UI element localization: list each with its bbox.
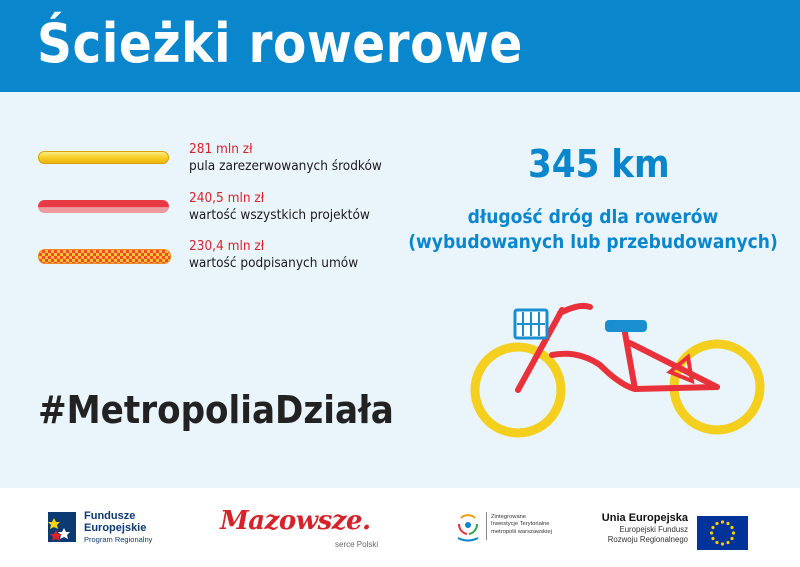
- legend-desc-contracts: wartość podpisanych umów: [189, 255, 359, 271]
- legend-bar-reserved: [38, 151, 169, 164]
- ue-line2: Europejski Fundusz: [619, 525, 688, 534]
- zit-line2: Inwestycje Terytorialne: [491, 521, 550, 528]
- eu-star-icon: [711, 525, 715, 530]
- ue-line1: Unia Europejska: [601, 512, 688, 524]
- legend-bar-projects: [38, 200, 169, 213]
- eu-star-icon: [730, 536, 734, 541]
- fe-line3: Program Regionalny: [84, 535, 153, 544]
- eu-star-icon: [711, 536, 715, 541]
- eu-star-icon: [720, 542, 725, 546]
- eu-star-icon: [715, 540, 719, 545]
- basket-icon: [513, 308, 549, 340]
- eu-star-icon: [730, 525, 734, 530]
- fundusze-europejskie-text: Fundusze Europejskie Program Regionalny: [84, 510, 152, 545]
- eu-star-icon: [726, 540, 730, 545]
- legend-value-reserved: 281 mln zł: [189, 141, 253, 157]
- length-desc-line2: (wybudowanych lub przebudowanych): [408, 231, 778, 253]
- zit-line3: metropolii warszawskiej: [491, 528, 552, 535]
- length-value: 345 km: [528, 142, 670, 186]
- ue-line3: Rozwoju Regionalnego: [607, 535, 688, 544]
- zit-divider: [486, 512, 487, 540]
- eu-star-icon: [709, 531, 714, 535]
- zit-line1: Zintegrowane: [491, 514, 527, 520]
- fundusze-europejskie-logo: [48, 512, 76, 542]
- zit-text: Zintegrowane Inwestycje Terytorialne met…: [491, 514, 552, 536]
- fe-line2: Europejskie: [84, 522, 147, 534]
- hashtag: #MetropoliaDziała: [38, 388, 394, 432]
- front-wheel-icon: [470, 342, 566, 438]
- legend-value-projects: 240,5 mln zł: [189, 190, 265, 206]
- footer-logos: Fundusze Europejskie Program Regionalny …: [0, 488, 800, 567]
- eu-flag-icon: [697, 516, 748, 550]
- legend-value-contracts: 230,4 mln zł: [189, 238, 265, 254]
- eu-star-icon: [715, 521, 719, 526]
- bike-frame-icon: [515, 302, 720, 393]
- eu-text: Unia Europejska Europejski Fundusz Rozwo…: [600, 512, 688, 545]
- eu-star-icon: [731, 531, 736, 535]
- legend-desc-projects: wartość wszystkich projektów: [189, 207, 370, 223]
- eu-star-icon: [726, 521, 730, 526]
- eu-star-icon: [720, 520, 725, 524]
- bicycle-illustration: [470, 302, 765, 438]
- saddle-icon: [605, 320, 647, 332]
- page-title: Ścieżki rowerowe: [37, 12, 523, 75]
- mazowsze-logo: Mazowsze.: [220, 506, 371, 536]
- length-desc-line1: długość dróg dla rowerów: [467, 206, 719, 228]
- header-banner: Ścieżki rowerowe: [0, 0, 800, 92]
- chainguard-icon: [666, 353, 695, 385]
- zit-logo: [457, 514, 479, 542]
- legend-desc-reserved: pula zarezerwowanych środków: [189, 158, 382, 174]
- mazowsze-tagline: serce Polski: [335, 540, 379, 549]
- fe-line1: Fundusze: [84, 510, 136, 522]
- legend-bar-contracts: [38, 249, 171, 264]
